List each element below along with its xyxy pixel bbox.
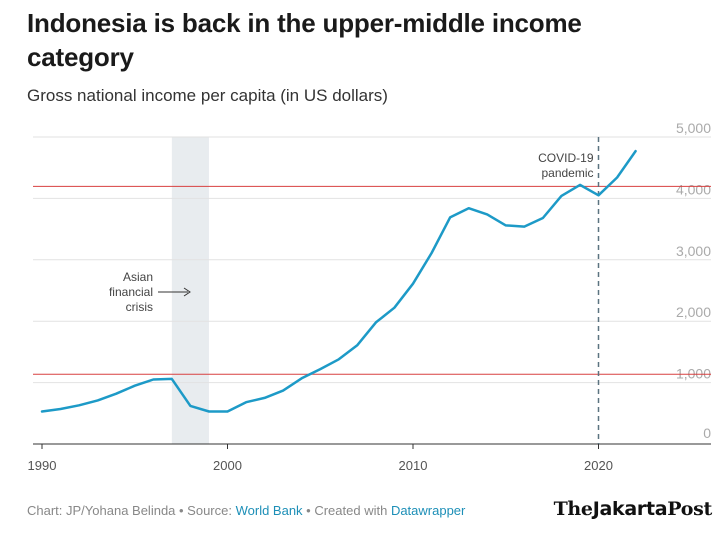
- source-link[interactable]: World Bank: [235, 503, 303, 518]
- crisis-label-line: Asian: [123, 270, 153, 284]
- y-tick-label: 3,000: [676, 243, 711, 259]
- crisis-arrow-head: [183, 287, 191, 297]
- footer-credits: Chart: JP/Yohana Belinda • Source: World…: [27, 503, 465, 518]
- x-tick-label: 2020: [584, 458, 613, 473]
- y-tick-label: 4,000: [676, 181, 711, 197]
- x-tick-label: 2010: [399, 458, 428, 473]
- chart-subtitle: Gross national income per capita (in US …: [27, 86, 388, 105]
- chart-title: Indonesia is back in the upper-middle in…: [27, 8, 582, 72]
- x-tick-label: 1990: [28, 458, 57, 473]
- shaded-crisis-period: [171, 137, 209, 444]
- covid-label-line: COVID-19: [538, 151, 594, 165]
- gni-series-line: [40, 149, 637, 413]
- line-chart: 1990 2000 2010 2020 0 1,000 2,000 3,000 4,000 5,0…: [28, 120, 712, 473]
- crisis-label-line: financial: [109, 285, 153, 299]
- y-tick-label: 2,000: [676, 304, 711, 320]
- logo-part-post: Post: [667, 498, 712, 520]
- y-tick-label: 5,000: [676, 120, 711, 136]
- crisis-label-line: crisis: [126, 300, 153, 314]
- x-tick-label: 2000: [213, 458, 242, 473]
- logo-part-jakarta: Jakarta: [592, 498, 668, 520]
- jakarta-post-logo: TheJakartaPost: [553, 498, 713, 520]
- datawrapper-link[interactable]: Datawrapper: [390, 503, 466, 518]
- footer-middle: • Created with: [302, 503, 391, 518]
- logo-part-the: The: [553, 498, 593, 520]
- footer-prefix: Chart: JP/Yohana Belinda • Source:: [27, 503, 236, 518]
- y-tick-label: 1,000: [676, 366, 711, 382]
- y-tick-label: 0: [703, 425, 711, 441]
- covid-label-line: pandemic: [541, 166, 593, 180]
